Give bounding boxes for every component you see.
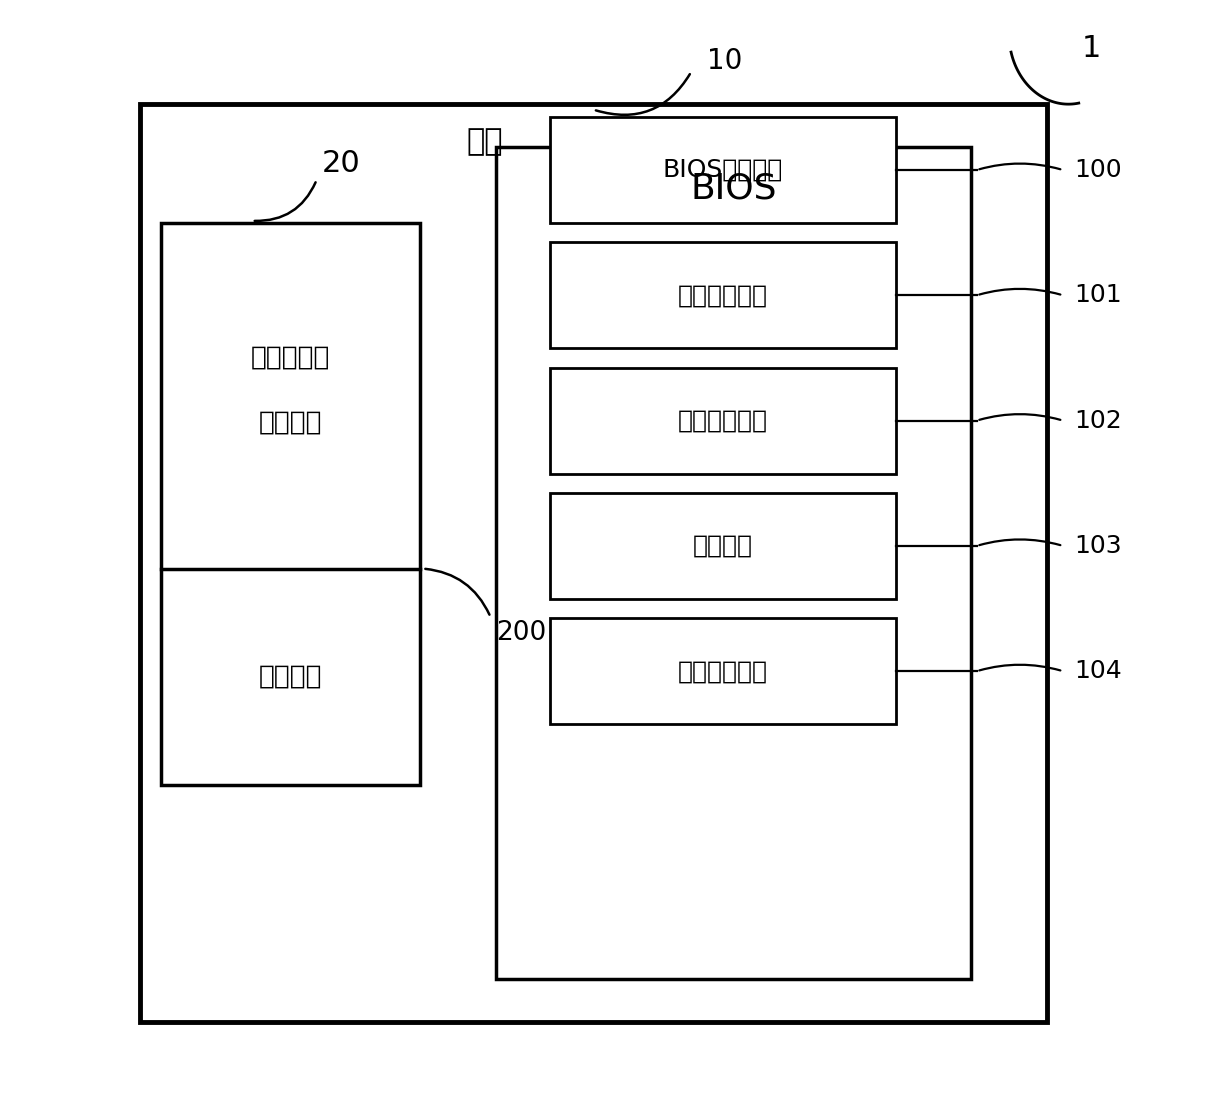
Text: 100: 100 bbox=[1074, 158, 1121, 182]
Text: 指定位置: 指定位置 bbox=[259, 664, 323, 689]
Text: 102: 102 bbox=[1074, 409, 1121, 432]
Text: 104: 104 bbox=[1074, 660, 1121, 684]
Text: 主板: 主板 bbox=[466, 128, 503, 156]
Text: 比较模块: 比较模块 bbox=[693, 534, 753, 558]
Bar bbox=[550, 243, 895, 348]
Bar bbox=[140, 104, 1047, 1022]
Bar bbox=[550, 368, 895, 474]
Text: 103: 103 bbox=[1074, 534, 1121, 558]
Text: 机存储器: 机存储器 bbox=[259, 410, 323, 435]
Bar bbox=[550, 117, 895, 223]
Text: 配置执行模块: 配置执行模块 bbox=[678, 660, 768, 684]
Text: 200: 200 bbox=[496, 620, 546, 647]
Text: 非易失性随: 非易失性随 bbox=[251, 345, 331, 371]
Text: BIOS设置模块: BIOS设置模块 bbox=[663, 158, 783, 182]
Bar bbox=[550, 493, 895, 598]
Bar bbox=[550, 618, 895, 724]
Text: 标识建立模块: 标识建立模块 bbox=[678, 283, 768, 307]
Bar bbox=[496, 148, 971, 979]
Text: BIOS: BIOS bbox=[690, 172, 777, 206]
Bar bbox=[161, 223, 420, 784]
Text: 标识读取模块: 标识读取模块 bbox=[678, 409, 768, 432]
Text: 10: 10 bbox=[708, 47, 743, 75]
Text: 101: 101 bbox=[1074, 283, 1121, 307]
Text: 20: 20 bbox=[323, 149, 361, 178]
Text: 1: 1 bbox=[1081, 34, 1100, 63]
